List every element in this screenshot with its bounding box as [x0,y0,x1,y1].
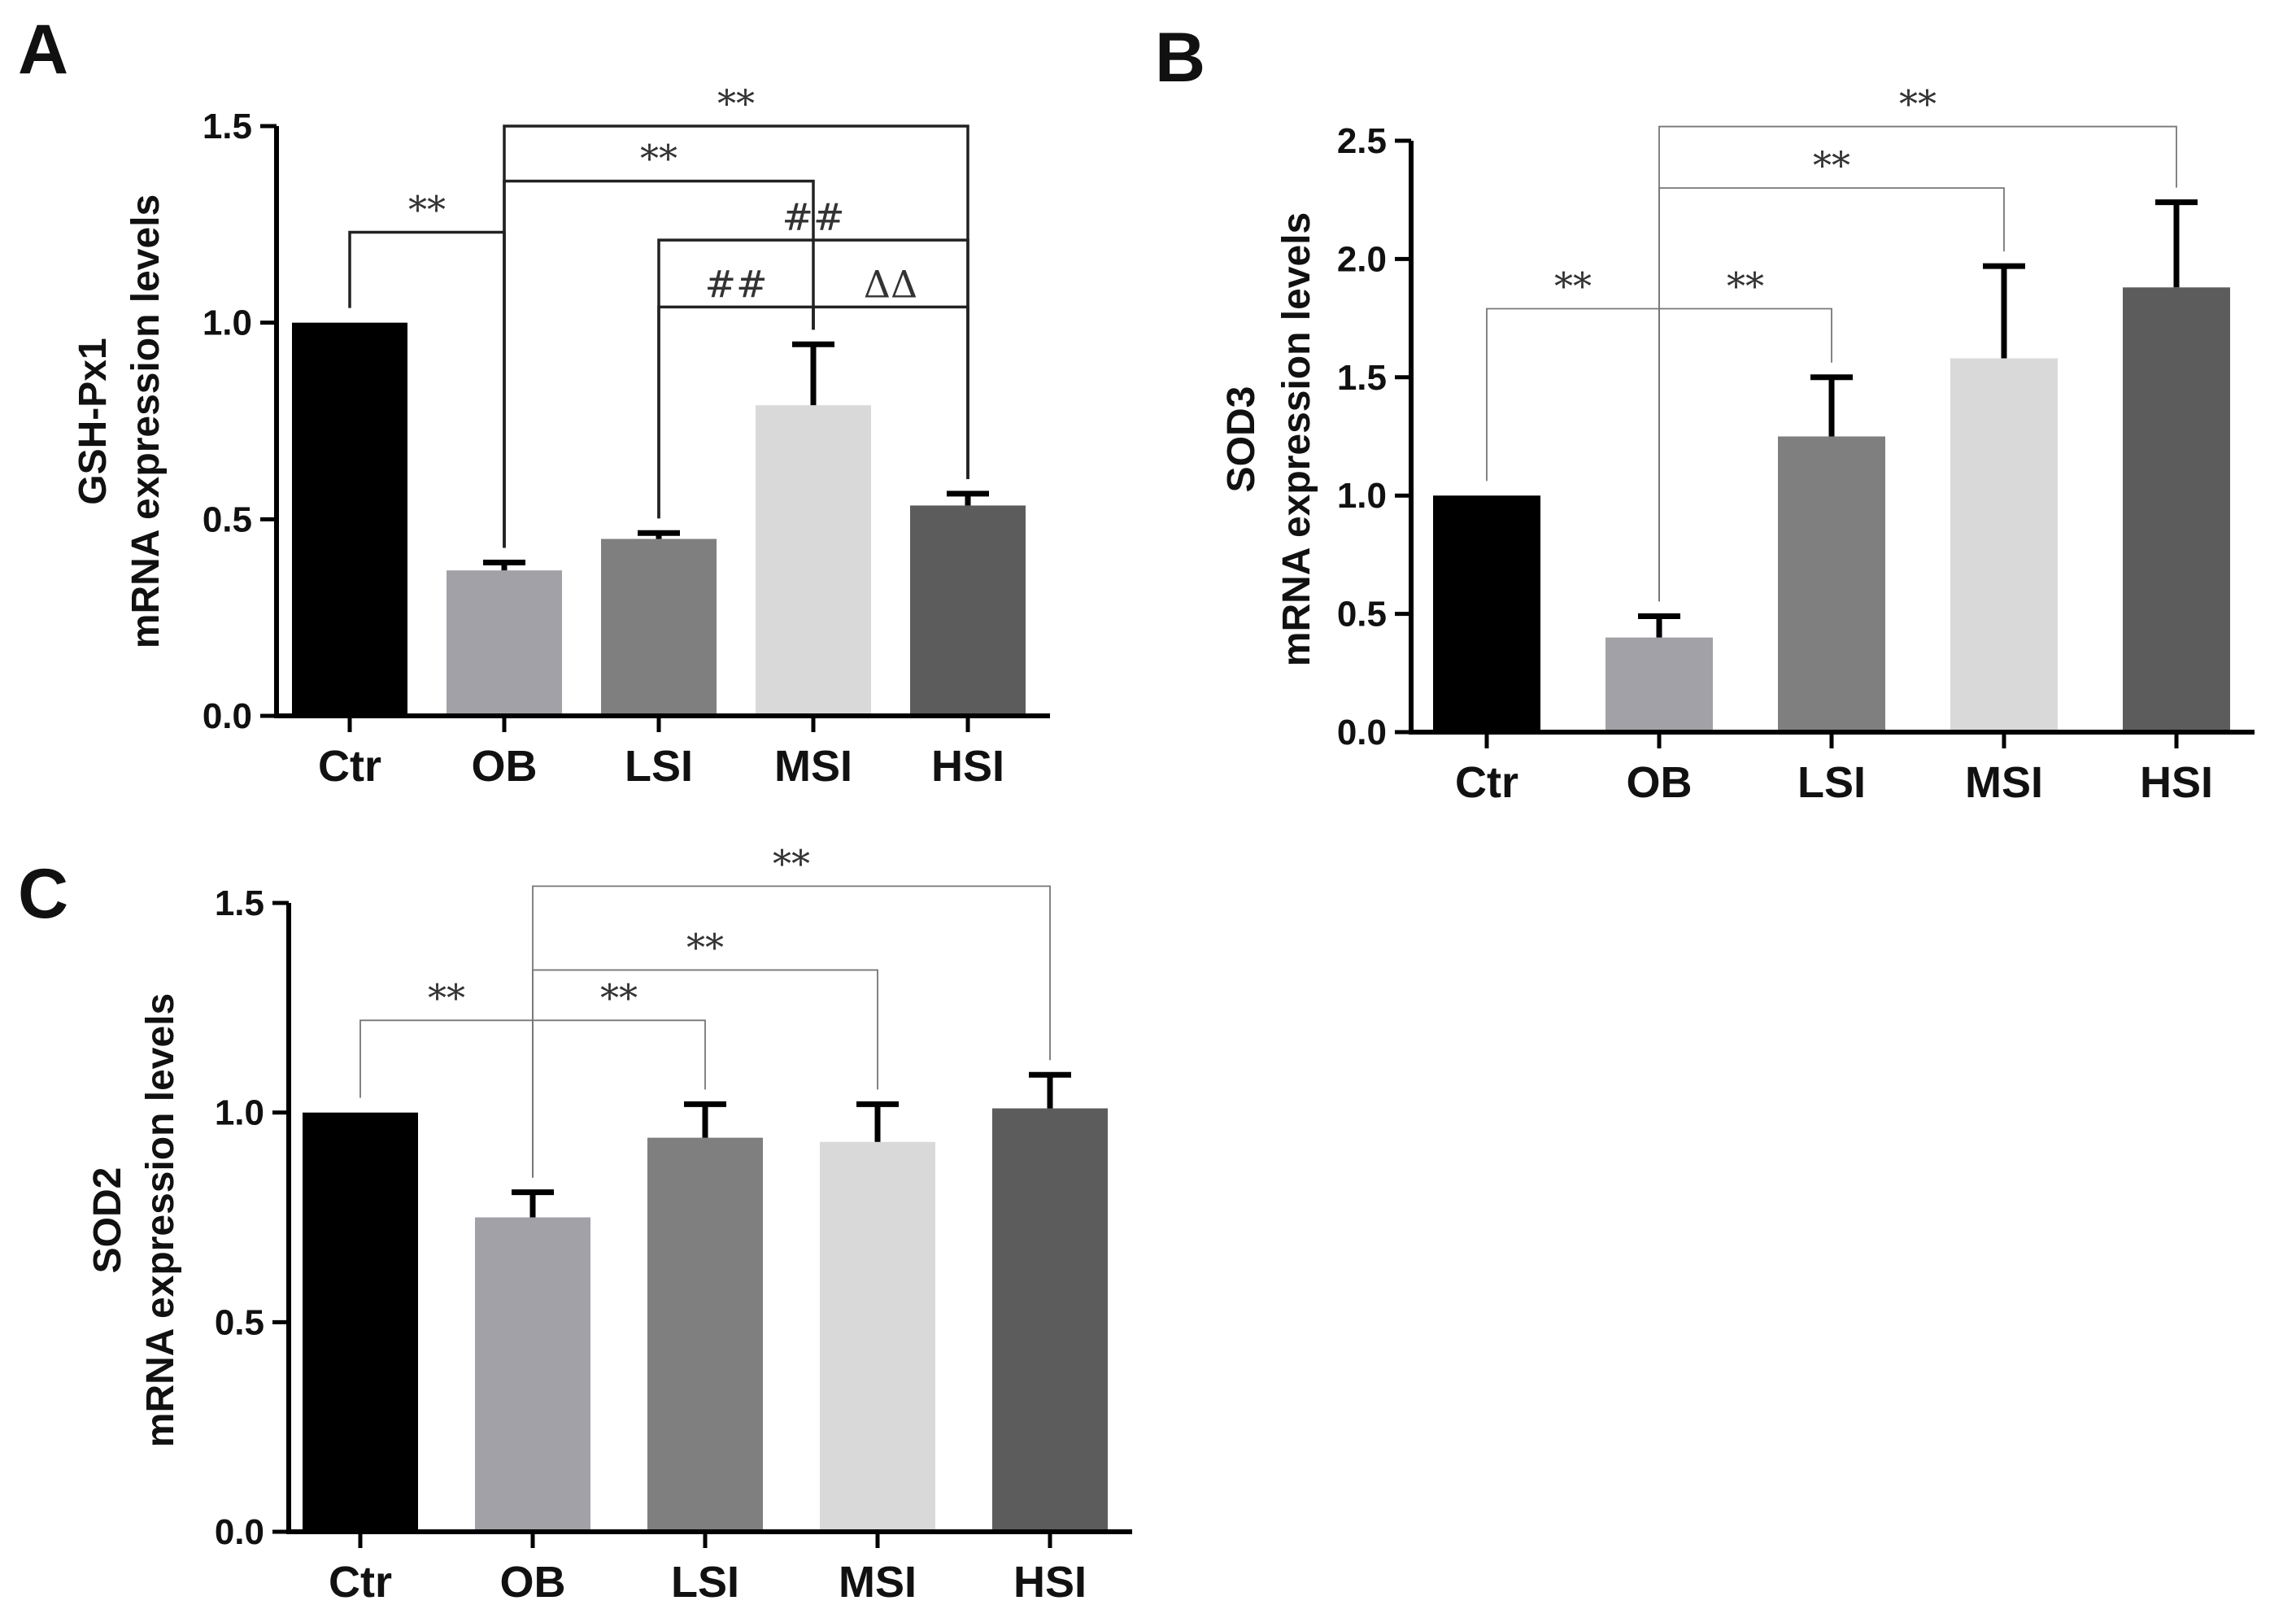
y-tick-label: 0.0 [203,696,252,736]
y-tick-label: 1.5 [203,107,252,146]
x-tick-label-ctr: Ctr [329,1558,392,1607]
significance-label: ** [1727,264,1764,307]
x-tick-label-msi: MSI [774,742,852,791]
y-tick-label: 0.0 [1337,713,1387,752]
bar-msi [820,1141,935,1532]
significance-label: ** [717,81,755,125]
panel-b: B 0.0 0.5 1.0 1.5 2.0 2.5 Ctr OB LSI MSI HSI SOD3 mR… [1155,19,2255,807]
y-tick-label: 0.5 [203,499,252,539]
significance-bracket [812,305,969,479]
y-tick-label: 0.5 [215,1302,264,1342]
y-tick-label: 1.0 [215,1093,264,1133]
y-tick-label: 0.0 [215,1512,264,1552]
panel-a: A 0.0 0.5 1.0 1.5 Ctr OB LSI MSI HSI GSH-Px1 mRNA … [18,11,1050,791]
y-tick-label: 1.0 [1337,476,1387,516]
bar-ctr [303,1112,418,1532]
bar-hsi [910,505,1026,716]
significance-label: ** [408,188,446,232]
significance-label: ** [1899,82,1937,126]
y-axis-label-line2: mRNA expression levels [1275,212,1318,666]
y-axis-label-line2: mRNA expression levels [124,194,168,648]
x-tick-label-lsi: LSI [1797,758,1866,807]
x-tick-label-hsi: HSI [2140,758,2213,807]
panel-c: C 0.0 0.5 1.0 1.5 Ctr OB LSI MSI HSI SOD2 mRNA exp… [18,841,1132,1607]
significance-label: ## [782,195,844,239]
significance-bracket [532,885,1051,1178]
bar-ob [447,570,562,716]
bar-ob [475,1217,590,1532]
x-tick-label-ob: OB [1627,758,1693,807]
significance-bracket [1658,125,2177,602]
significance-label: ** [686,925,724,969]
significance-label: ** [1554,264,1592,307]
y-tick-label: 0.5 [1337,595,1387,635]
x-tick-label-lsi: LSI [671,1558,739,1607]
x-tick-label-ctr: Ctr [318,742,381,791]
bar-hsi [2123,287,2230,732]
significance-label: ** [773,841,810,885]
bar-msi [756,405,871,716]
bar-msi [1950,358,2058,732]
significance-label: ## [704,262,767,306]
x-tick-label-lsi: LSI [625,742,693,791]
y-tick-label: 1.0 [203,303,252,343]
y-axis-label-line1: SOD2 [86,1167,129,1274]
bar-lsi [1778,436,1885,732]
significance-label: ** [1813,143,1850,187]
y-axis-label-line1: GSH-Px1 [72,338,115,504]
panel-label-a: A [18,11,68,89]
panel-label-b: B [1155,19,1205,97]
y-tick-label: 1.5 [215,883,264,923]
significance-label: ΔΔ [864,262,917,306]
y-axis-label-line1: SOD3 [1220,386,1263,493]
y-tick-label: 2.5 [1337,121,1387,161]
x-tick-label-hsi: HSI [1013,1558,1087,1607]
significance-label: ** [428,975,465,1019]
bar-lsi [647,1137,763,1532]
y-axis-label-line2: mRNA expression levels [139,993,182,1447]
bar-ctr [1433,495,1540,732]
x-tick-label-ob: OB [472,742,538,791]
bar-ob [1605,637,1713,732]
bar-hsi [992,1108,1108,1532]
x-tick-label-msi: MSI [1965,758,2043,807]
y-tick-label: 2.0 [1337,239,1387,279]
y-tick-label: 1.5 [1337,358,1387,398]
bar-ctr [292,322,407,716]
x-tick-label-hsi: HSI [931,742,1004,791]
significance-bracket [503,124,969,548]
x-tick-label-msi: MSI [839,1558,917,1607]
significance-label: ** [640,137,677,181]
x-tick-label-ctr: Ctr [1455,758,1518,807]
x-tick-label-ob: OB [500,1558,566,1607]
significance-label: ** [600,975,638,1019]
panel-label-c: C [18,855,68,933]
bar-lsi [601,539,717,716]
